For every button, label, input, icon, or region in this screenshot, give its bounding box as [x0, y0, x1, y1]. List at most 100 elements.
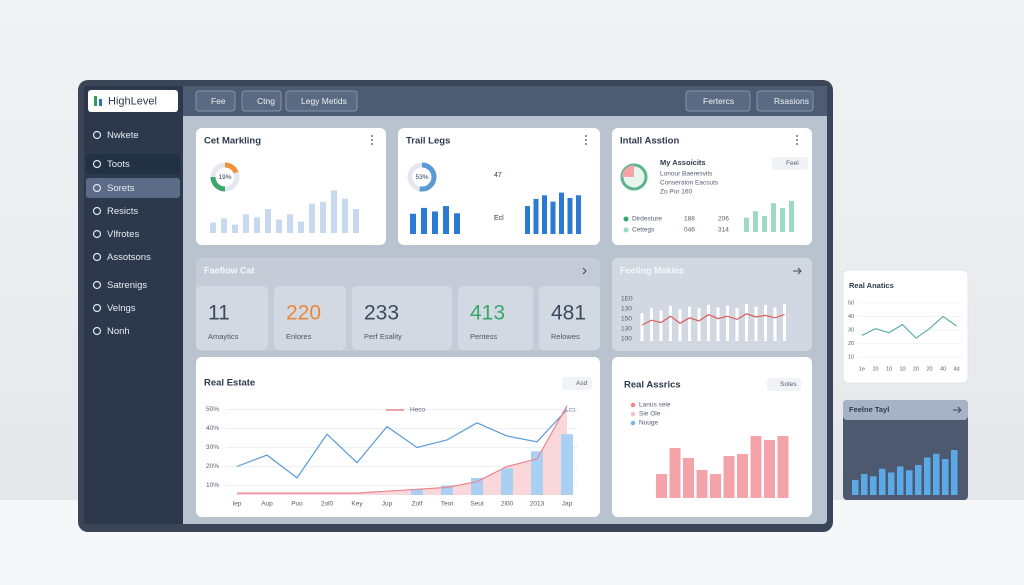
bar: [550, 201, 556, 234]
menu-icon[interactable]: [371, 135, 373, 137]
y-tick-label: 30%: [206, 444, 219, 451]
axis-label: 1E0: [621, 296, 633, 303]
nav-item[interactable]: Vlfrotes: [107, 229, 139, 240]
menu-icon[interactable]: [585, 135, 587, 137]
menu-icon[interactable]: [585, 143, 587, 145]
action[interactable]: [756, 90, 814, 112]
button-label[interactable]: Asd: [576, 380, 588, 387]
card-title: Trail Legs: [406, 136, 450, 147]
axis-label: 130: [621, 326, 632, 333]
card-title: Cet Markling: [204, 136, 261, 147]
bar: [210, 222, 216, 233]
y-tick-label: 50: [848, 300, 854, 306]
tab[interactable]: [195, 90, 236, 112]
bar: [879, 468, 886, 495]
bar: [243, 214, 249, 233]
logo: HighLevel: [108, 95, 157, 107]
donut-segment: [210, 176, 226, 192]
nav-item[interactable]: Nwkete: [107, 130, 139, 141]
nav-item[interactable]: Satrenigs: [107, 280, 147, 291]
stat-box: [458, 286, 533, 350]
x-tick-label: 1e: [859, 366, 865, 372]
bar: [942, 459, 949, 495]
bar: [501, 468, 513, 495]
bar: [762, 216, 767, 232]
nav-item[interactable]: Toots: [107, 159, 130, 170]
bar: [542, 195, 547, 234]
x-tick-label: 20: [926, 366, 932, 372]
card-title: Intall Asstion: [620, 136, 679, 147]
annotation: Les: [565, 407, 576, 414]
bar: [533, 198, 539, 234]
y-tick-label: 20%: [206, 463, 219, 470]
y-tick-label: 20: [848, 341, 854, 347]
bar: [915, 465, 922, 495]
legend-dot: [623, 216, 629, 222]
arrow-icon[interactable]: [793, 267, 802, 275]
bar: [432, 211, 438, 234]
nav-selected: [86, 178, 180, 198]
action[interactable]: [685, 90, 751, 112]
nav-item[interactable]: Resicts: [107, 206, 138, 217]
legend-label: Lanus sele: [639, 402, 671, 409]
bar: [559, 192, 564, 234]
bar: [421, 207, 427, 234]
bar: [525, 206, 530, 234]
menu-icon[interactable]: [796, 139, 798, 141]
stat-value: 11: [208, 302, 230, 325]
arrow-icon[interactable]: [953, 406, 962, 414]
bar: [411, 489, 423, 495]
tab[interactable]: [285, 90, 358, 112]
bar: [789, 200, 794, 232]
bar: [576, 195, 581, 234]
line: [641, 313, 785, 326]
action-label[interactable]: Rsasions: [774, 96, 809, 106]
card-title: Real Anatics: [849, 281, 894, 290]
nav-icon: [92, 159, 102, 169]
nav-item[interactable]: Assotsons: [107, 252, 151, 263]
tab-label[interactable]: Legy Metids: [301, 96, 347, 106]
menu-icon[interactable]: [585, 139, 587, 141]
bar: [656, 474, 667, 498]
action-label[interactable]: Fertercs: [703, 96, 734, 106]
line: [237, 405, 568, 494]
card-title: Feelne Tayl: [849, 405, 889, 414]
button[interactable]: [767, 378, 801, 391]
x-tick-label: Jap: [562, 501, 573, 508]
nav-item[interactable]: Sorets: [107, 183, 135, 194]
tab-label[interactable]: Fee: [211, 96, 226, 106]
x-tick-label: Seut: [470, 501, 484, 508]
button[interactable]: [772, 157, 808, 170]
bar: [561, 434, 573, 495]
tab-label[interactable]: Ctng: [257, 96, 275, 106]
menu-icon[interactable]: [796, 143, 798, 145]
button-label[interactable]: Sotes: [780, 381, 797, 388]
bar: [933, 453, 940, 495]
bar: [710, 474, 721, 498]
column: [669, 305, 672, 341]
menu-icon[interactable]: [796, 135, 798, 137]
bar: [232, 224, 238, 233]
stat-value: 220: [286, 302, 321, 325]
legend-dot: [623, 227, 629, 233]
tab[interactable]: [241, 90, 282, 112]
column: [773, 307, 777, 341]
column: [640, 313, 644, 341]
stat-value: 233: [364, 302, 399, 325]
stat-label: Relowes: [551, 332, 580, 341]
arrow-icon[interactable]: [582, 267, 587, 275]
nav-item[interactable]: Nonh: [107, 326, 130, 337]
button-label[interactable]: Feel: [786, 160, 799, 167]
bar: [276, 219, 282, 233]
column: [697, 308, 701, 341]
nav-icon: [92, 303, 102, 313]
column: [735, 308, 739, 341]
menu-icon[interactable]: [371, 139, 373, 141]
menu-icon[interactable]: [371, 143, 373, 145]
button[interactable]: [562, 377, 592, 390]
x-tick-label: 10: [872, 366, 878, 372]
bar: [780, 208, 785, 232]
nav-item[interactable]: Velngs: [107, 303, 136, 314]
bar: [454, 213, 460, 234]
